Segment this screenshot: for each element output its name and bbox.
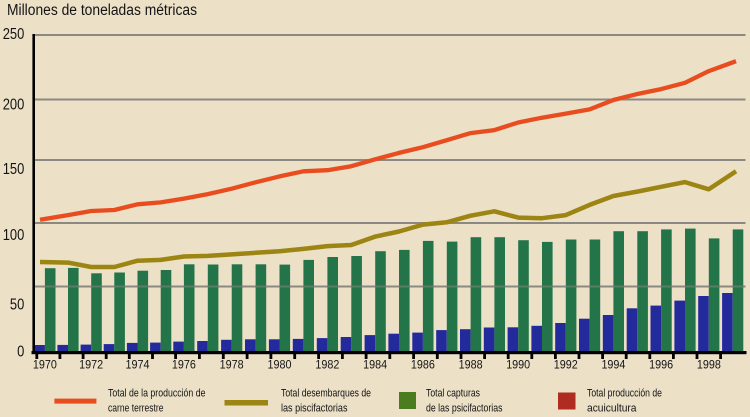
svg-text:carne terrestre: carne terrestre [108,402,164,414]
svg-text:1974: 1974 [126,360,151,372]
svg-text:1990: 1990 [506,360,530,372]
svg-text:acuicultura: acuicultura [587,402,637,414]
svg-text:Total de la producción de: Total de la producción de [108,387,206,399]
svg-text:150: 150 [3,161,25,178]
svg-text:1972: 1972 [79,360,103,372]
svg-text:100: 100 [3,227,25,244]
svg-text:1996: 1996 [649,360,673,372]
svg-text:1976: 1976 [172,360,196,372]
svg-text:1978: 1978 [220,360,244,372]
svg-text:1980: 1980 [267,360,291,372]
svg-text:de las psicifactorias: de las psicifactorias [426,402,503,414]
svg-text:Total desembarques de: Total desembarques de [281,387,371,399]
svg-text:1970: 1970 [33,360,57,372]
svg-text:Total capturas: Total capturas [426,387,480,399]
svg-text:1984: 1984 [363,360,388,372]
svg-text:50: 50 [10,297,25,314]
svg-text:Total producción de: Total producción de [587,387,662,399]
svg-text:0: 0 [17,343,25,360]
svg-text:1992: 1992 [554,360,578,372]
svg-text:Millones de toneladas métricas: Millones de toneladas métricas [7,2,197,19]
svg-text:1988: 1988 [459,360,483,372]
svg-text:1998: 1998 [697,360,721,372]
svg-text:1982: 1982 [315,360,339,372]
svg-text:las piscifactorias: las piscifactorias [281,402,348,414]
svg-text:200: 200 [3,96,25,113]
svg-text:1986: 1986 [411,360,435,372]
svg-text:1994: 1994 [601,360,626,372]
svg-text:250: 250 [3,26,25,43]
